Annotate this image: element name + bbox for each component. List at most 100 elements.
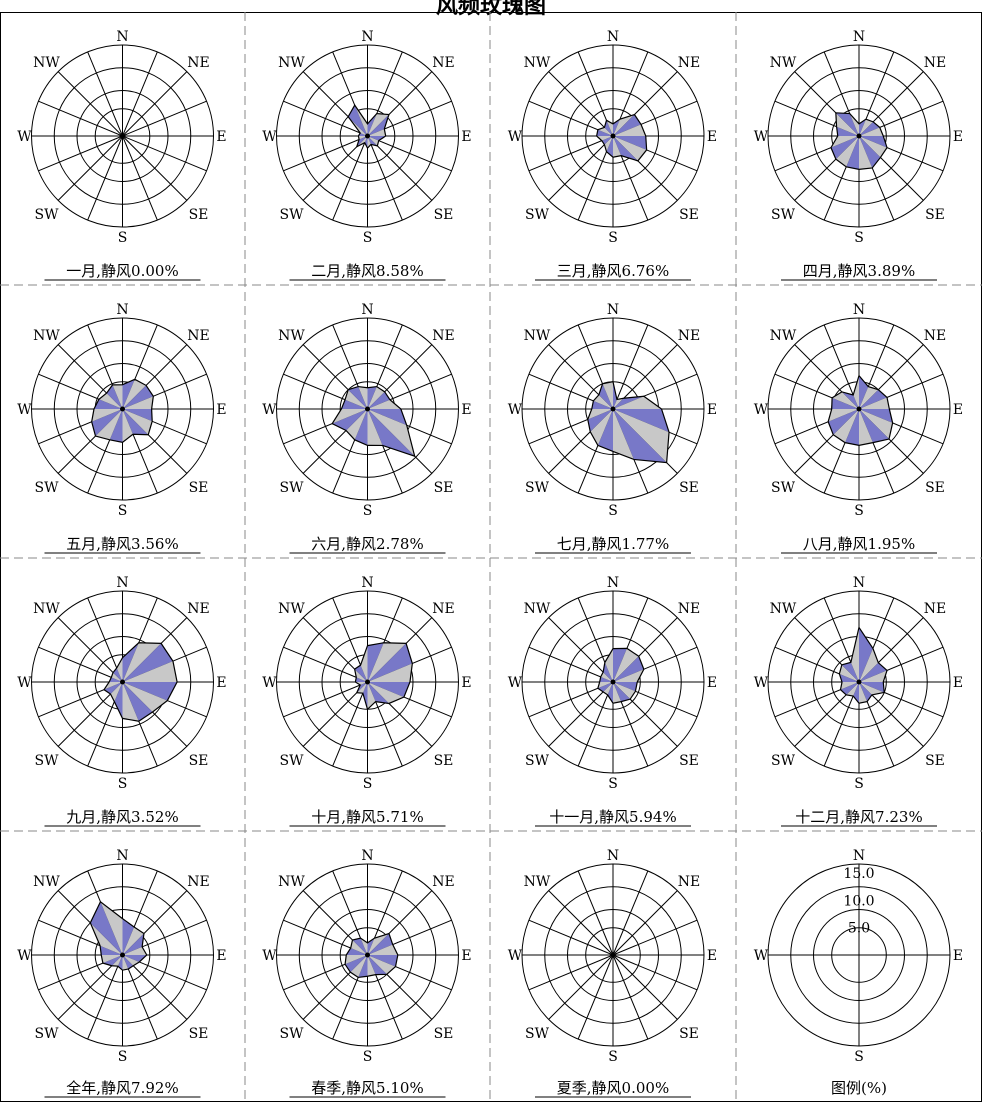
direction-label-ne: NE [678, 55, 700, 71]
rose-sector-se [859, 409, 890, 443]
rose-outline [830, 112, 888, 170]
rose-sector-n [859, 627, 873, 682]
rose-sector-sw [840, 682, 859, 695]
rose-sector-ne [367, 391, 390, 409]
wind-rose-panel: N NE E SE S SW W NW 十二月,静风7.23% [754, 575, 963, 827]
direction-label-s: S [608, 776, 618, 792]
direction-label-e: E [216, 948, 226, 964]
direction-label-s: S [118, 1049, 128, 1065]
rose-sector-sw [597, 682, 613, 692]
rose-sector-wnw [832, 391, 859, 409]
legend-ring-label: 5.0 [848, 921, 870, 937]
grid-spoke [528, 954, 614, 991]
rose-center [120, 406, 125, 412]
legend-ring-label: 10.0 [843, 893, 874, 909]
grid-spoke [612, 870, 649, 956]
direction-label-sw: SW [771, 480, 796, 496]
rose-sector-nw [841, 391, 859, 409]
rose-sector-wsw [830, 136, 859, 148]
direction-label-w: W [17, 129, 32, 145]
wind-rose-panel: N NE E SE S SW W NW 十月,静风5.71% [262, 575, 472, 827]
rose-center [365, 133, 370, 139]
direction-label-s: S [363, 503, 373, 519]
rose-sector-ne [859, 662, 888, 682]
grid-spoke [528, 919, 614, 956]
direction-label-ne: NE [924, 328, 946, 344]
panel-caption: 十月,静风5.71% [311, 808, 423, 826]
rose-sector-ese [367, 682, 404, 704]
grid-spoke [528, 646, 614, 683]
rose-sector-ne [367, 933, 393, 955]
grid-spoke [548, 135, 614, 201]
grid-spoke [612, 954, 678, 1020]
rose-sector-w [599, 676, 613, 682]
rose-sector-se [859, 136, 881, 168]
wind-rose-panel: N NE E SE S SW W NW 五月,静风3.56% [17, 302, 227, 554]
rose-sector-ssw [356, 682, 368, 694]
grid-spoke [87, 51, 123, 137]
panel-caption: 一月,静风0.00% [66, 262, 178, 280]
rose-sector-wnw [354, 669, 368, 682]
direction-label-nw: NW [278, 874, 305, 890]
rose-sector-wnw [597, 127, 613, 136]
direction-label-ne: NE [924, 601, 946, 617]
rose-sector-ne [613, 114, 642, 136]
panel-caption: 春季,静风5.10% [311, 1079, 423, 1097]
direction-label-s: S [854, 776, 864, 792]
direction-label-nw: NW [770, 601, 797, 617]
rose-sector-se [613, 409, 667, 463]
grid-spoke [38, 646, 123, 683]
direction-label-n: N [607, 302, 619, 318]
direction-label-n: N [853, 302, 865, 318]
grid-spoke [548, 890, 614, 956]
direction-label-n: N [361, 848, 373, 864]
rose-sector-nne [367, 642, 407, 682]
grid-spoke [548, 71, 614, 137]
rose-sector-ese [367, 955, 396, 975]
rose-sector-e [367, 682, 410, 698]
direction-label-ne: NE [432, 601, 454, 617]
rose-sector-sse [367, 409, 383, 446]
direction-label-nw: NW [278, 55, 305, 71]
rose-sector-s [117, 955, 123, 971]
direction-label-ne: NE [187, 601, 209, 617]
direction-label-nw: NW [278, 601, 305, 617]
rose-sector-e [859, 409, 893, 423]
rose-sector-nne [122, 642, 162, 682]
rose-sector-n [122, 379, 135, 409]
grid-spoke [548, 617, 614, 683]
direction-label-sw: SW [280, 207, 305, 223]
rose-sector-ene [859, 397, 890, 409]
wind-rose-panel: N NE E SE S SW W NW 春季,静风5.10% [262, 848, 472, 1098]
rose-sector-wsw [104, 682, 123, 690]
grid-spoke [283, 100, 368, 137]
wind-rose-panel: N NE E SE S SW W NW 八月,静风1.95% [754, 302, 963, 554]
legend-panel: N E S W 15.0 10.0 5.0 图例(%) [754, 848, 963, 1097]
rose-sector-ene [613, 124, 646, 136]
rose-sector-s [109, 409, 123, 443]
direction-label-nw: NW [770, 328, 797, 344]
legend-ring-label: 15.0 [843, 866, 874, 882]
panel-caption: 十一月,静风5.94% [549, 808, 676, 826]
direction-label-s: S [118, 503, 128, 519]
direction-label-se: SE [189, 1026, 209, 1042]
direction-label-w: W [17, 675, 32, 691]
rose-sector-wnw [839, 664, 859, 682]
rose-sector-nne [613, 398, 624, 409]
direction-label-w: W [262, 948, 277, 964]
rose-sector-wnw [111, 672, 123, 682]
direction-label-sw: SW [35, 753, 60, 769]
direction-label-s: S [363, 776, 373, 792]
rose-sector-nw [348, 105, 368, 136]
direction-label-ne: NE [432, 55, 454, 71]
direction-label-se: SE [189, 207, 209, 223]
rose-sector-ssw [110, 682, 123, 702]
panel-caption: 八月,静风1.95% [803, 535, 915, 553]
rose-sector-s [362, 682, 368, 710]
rose-sector-nne [122, 926, 144, 955]
direction-label-ne: NE [187, 874, 209, 890]
rose-sector-w [839, 673, 859, 682]
grid-spoke [612, 919, 698, 956]
rose-center [856, 133, 862, 139]
direction-label-e: E [216, 129, 226, 145]
